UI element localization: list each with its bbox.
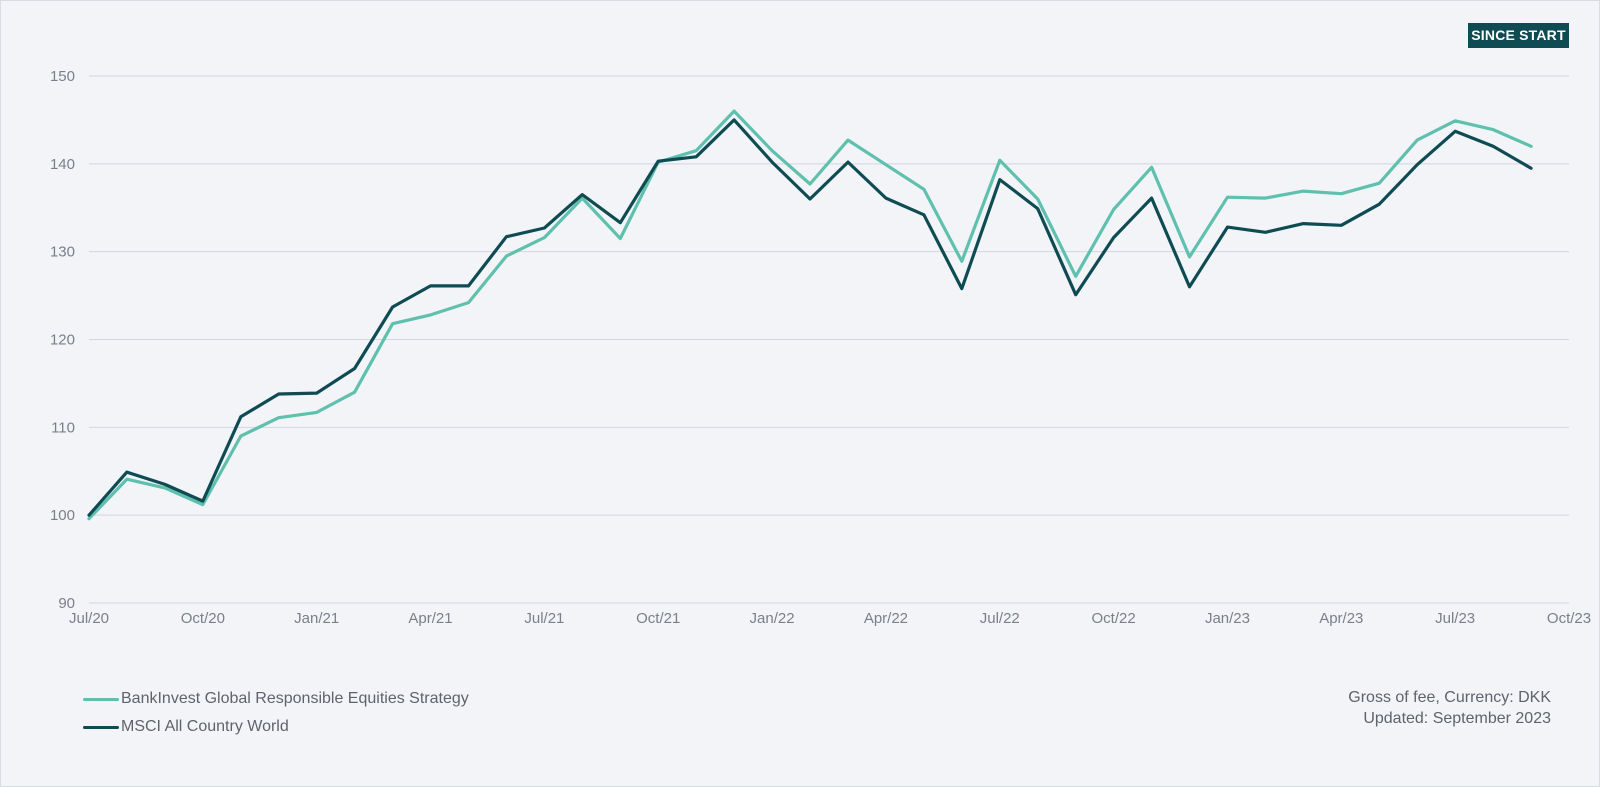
x-tick-label: Jul/22 bbox=[980, 610, 1020, 627]
series-line-2 bbox=[87, 118, 1533, 517]
x-tick-label: Apr/22 bbox=[864, 610, 908, 627]
legend-item-series-2[interactable]: MSCI All Country World bbox=[83, 713, 469, 741]
x-tick-label: Jan/22 bbox=[750, 610, 795, 627]
x-tick-label: Oct/22 bbox=[1092, 610, 1136, 627]
chart-footnote: Gross of fee, Currency: DKK Updated: Sep… bbox=[1348, 687, 1551, 729]
y-axis-ticks: 90 100 110 120 130 140 150 bbox=[50, 68, 75, 612]
y-tick-label: 140 bbox=[50, 156, 75, 173]
legend-label-series-2: MSCI All Country World bbox=[121, 718, 289, 735]
legend-item-series-1[interactable]: BankInvest Global Responsible Equities S… bbox=[83, 685, 469, 713]
x-tick-label: Jul/20 bbox=[69, 610, 109, 627]
x-tick-label: Jul/23 bbox=[1435, 610, 1475, 627]
y-tick-label: 100 bbox=[50, 507, 75, 524]
legend-swatch-series-1 bbox=[83, 697, 119, 701]
x-tick-label: Oct/21 bbox=[636, 610, 680, 627]
x-tick-label: Oct/20 bbox=[181, 610, 225, 627]
x-tick-label: Apr/23 bbox=[1319, 610, 1363, 627]
series-line-1 bbox=[87, 109, 1533, 521]
legend-swatch-series-2 bbox=[83, 725, 119, 729]
y-tick-label: 120 bbox=[50, 332, 75, 349]
y-tick-label: 110 bbox=[51, 419, 75, 436]
footnote-currency: Gross of fee, Currency: DKK bbox=[1348, 689, 1551, 706]
grid-lines bbox=[89, 75, 1569, 604]
y-tick-label: 130 bbox=[50, 244, 75, 261]
legend: BankInvest Global Responsible Equities S… bbox=[83, 685, 469, 741]
x-tick-label: Oct/23 bbox=[1547, 610, 1591, 627]
series-lines bbox=[87, 109, 1533, 521]
x-tick-label: Jan/21 bbox=[294, 610, 339, 627]
legend-label-series-1: BankInvest Global Responsible Equities S… bbox=[121, 690, 469, 707]
x-axis-ticks: Jul/20 Oct/20 Jan/21 Apr/21 Jul/21 Oct/21 Jan/… bbox=[69, 610, 1591, 627]
y-tick-label: 150 bbox=[50, 68, 75, 85]
x-tick-label: Apr/21 bbox=[408, 610, 452, 627]
y-tick-label: 90 bbox=[58, 595, 75, 612]
x-tick-label: Jan/23 bbox=[1205, 610, 1250, 627]
footnote-updated: Updated: September 2023 bbox=[1363, 710, 1551, 727]
since-start-button[interactable]: SINCE START bbox=[1468, 23, 1569, 48]
x-tick-label: Jul/21 bbox=[524, 610, 564, 627]
